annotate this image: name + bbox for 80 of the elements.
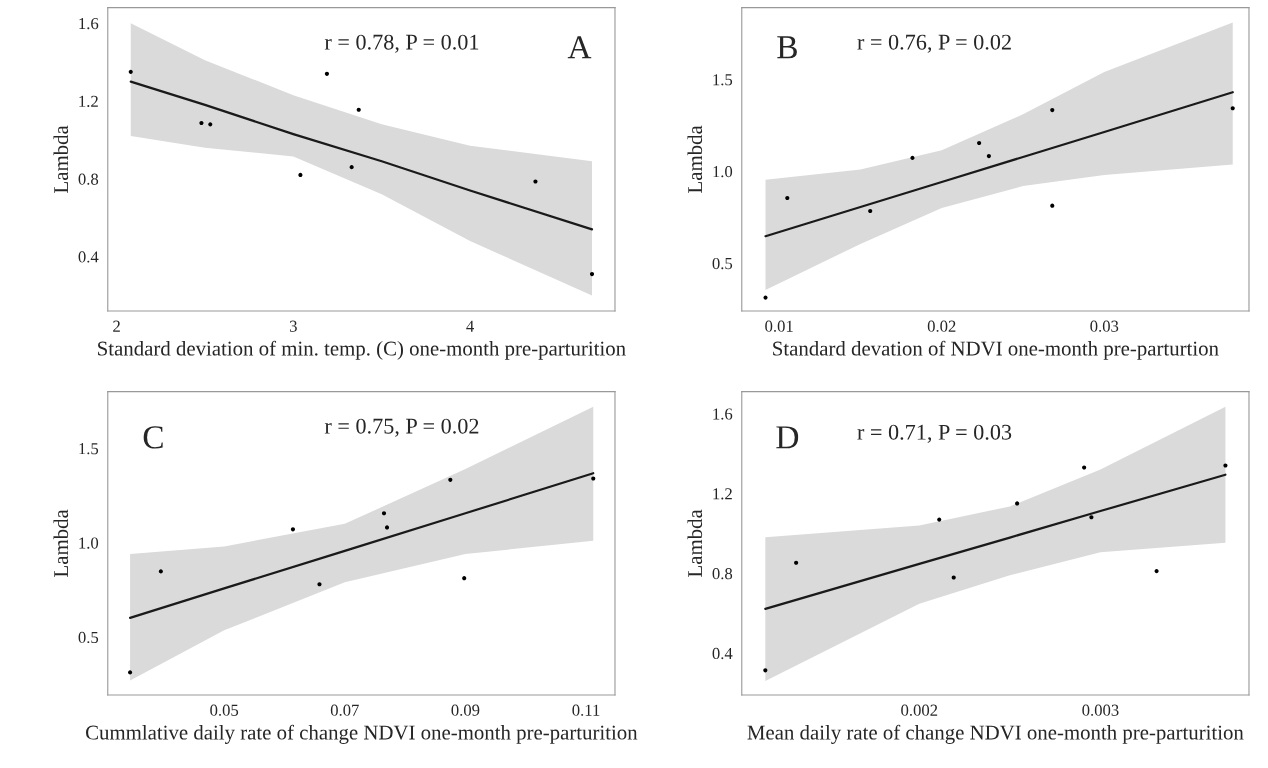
x-tick-label: 0.11 [572, 704, 600, 716]
point [1050, 108, 1055, 113]
line-series [128, 472, 595, 619]
x-tick-label: 0.09 [451, 704, 480, 716]
x-tick-label: 0.01 [765, 320, 793, 332]
x-tick-label: 2 [113, 320, 120, 332]
point [324, 71, 329, 76]
y-tick-label: 1.2 [713, 488, 732, 500]
point [384, 525, 390, 530]
point [199, 120, 204, 126]
point [937, 517, 942, 522]
point [910, 155, 915, 160]
point [462, 576, 467, 581]
x-tick-label: 0.02 [927, 320, 956, 332]
y-tick-label: 0.8 [712, 568, 733, 580]
annotation: B [777, 36, 797, 59]
point [785, 195, 790, 201]
x-tick-label: 0.07 [330, 704, 359, 716]
annotation: r = 0.75, P = 0.02 [324, 418, 479, 437]
y-tick-label: 0.5 [712, 257, 733, 270]
point [298, 172, 303, 177]
point [208, 122, 213, 127]
point [290, 527, 296, 532]
y-axis-title: Lambda [53, 509, 69, 577]
y-tick-label: 0.5 [78, 631, 99, 644]
point [533, 179, 538, 184]
point [1015, 501, 1020, 506]
annotation: D [776, 426, 799, 449]
point [1082, 465, 1087, 470]
y-tick-label: 1.5 [713, 74, 733, 86]
point [349, 165, 354, 170]
x-axis-title: Standard devation of NDVI one-month pre-parturtion [773, 340, 1219, 360]
point [951, 575, 956, 580]
annotation: C [143, 426, 163, 449]
x-axis-title: Mean daily rate of change NDVI one-month pre-parturition [747, 724, 1244, 744]
x-tick-label: 0.05 [210, 704, 239, 716]
y-tick-label: 1.6 [713, 408, 733, 420]
y-axis-title: Lambda [53, 125, 69, 193]
point [589, 272, 595, 277]
point [1050, 203, 1055, 208]
line-series [764, 473, 1227, 610]
annotation: r = 0.76, P = 0.02 [857, 34, 1011, 53]
line-series [129, 80, 594, 231]
x-axis-title: Standard deviation of min. temp. (C) one-month pre-parturition [98, 340, 626, 360]
point [591, 476, 596, 481]
x-tick-label: 0.003 [1082, 704, 1119, 716]
annotation: A [567, 36, 592, 59]
point [317, 582, 322, 587]
point [1230, 106, 1235, 111]
point [381, 511, 387, 516]
annotation: r = 0.71, P = 0.03 [857, 424, 1012, 443]
x-tick-label: 4 [466, 320, 474, 332]
y-tick-label: 1.5 [79, 443, 99, 455]
point [763, 668, 768, 673]
y-axis-title: Lambda [687, 509, 703, 577]
point [986, 153, 991, 159]
point [128, 69, 133, 74]
y-tick-label: 1.0 [79, 537, 99, 549]
y-tick-label: 0.4 [712, 647, 733, 660]
point [1089, 515, 1094, 520]
point [128, 670, 133, 675]
y-tick-label: 1.6 [79, 17, 99, 30]
point [1154, 569, 1159, 574]
point [448, 477, 453, 482]
line-series [764, 91, 1234, 238]
point [158, 569, 163, 574]
x-tick-label: 3 [289, 320, 297, 332]
point [977, 140, 982, 146]
x-axis-title: Cummlative daily rate of change NDVI one-month pre-parturition [85, 724, 638, 744]
y-tick-label: 1.2 [79, 95, 98, 108]
point [356, 107, 361, 112]
point [868, 208, 873, 214]
y-tick-label: 0.8 [78, 173, 99, 185]
y-axis-title: Lambda [687, 125, 703, 193]
point [794, 560, 799, 565]
y-tick-label: 0.4 [78, 251, 99, 263]
x-tick-label: 0.03 [1090, 320, 1119, 332]
y-tick-label: 1.0 [713, 166, 733, 178]
annotation: r = 0.78, P = 0.01 [324, 34, 479, 53]
x-tick-label: 0.002 [901, 704, 938, 716]
